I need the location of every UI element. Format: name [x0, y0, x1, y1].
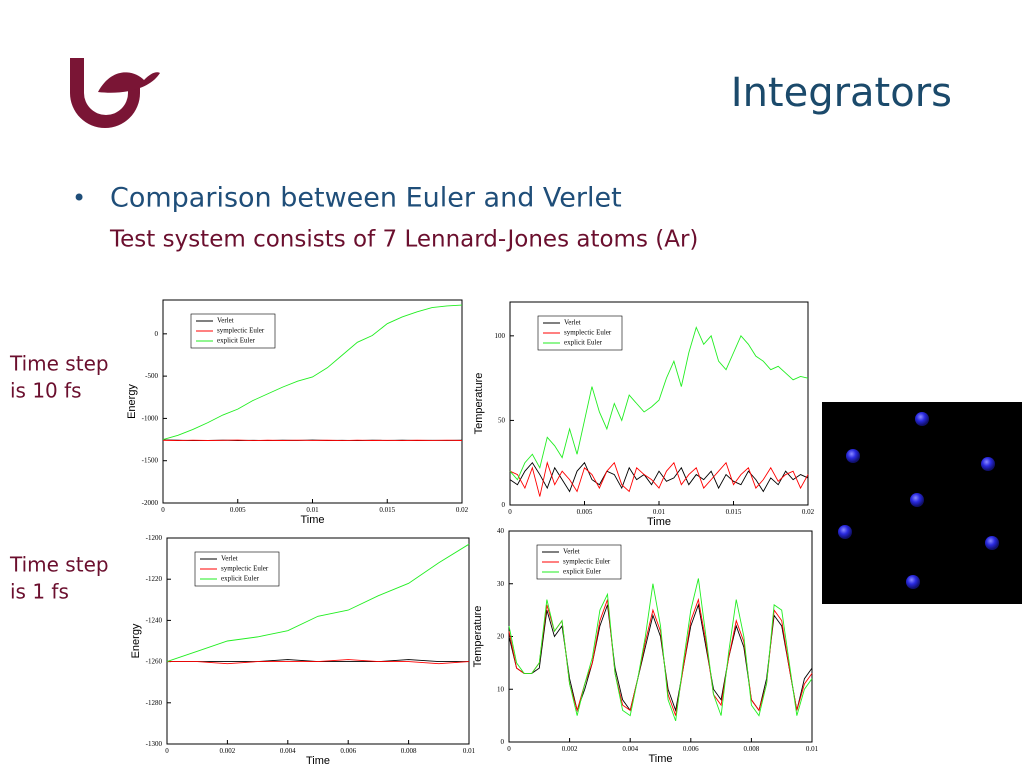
y-tick-label: 40: [497, 527, 505, 535]
x-tick-label: 0: [165, 747, 169, 755]
chart: 0 0.005 0.01 0.015 0.02 -2000 -1500 -1000 -500 0 T…: [126, 299, 469, 526]
legend-label: symplectic Euler: [564, 329, 612, 337]
x-axis-label: Time: [306, 755, 330, 767]
x-tick-label: 0: [507, 745, 511, 753]
y-tick-label: 0: [155, 330, 159, 338]
y-tick-label: 30: [497, 580, 505, 588]
y-axis-label: Energy: [126, 384, 138, 419]
atom: [838, 525, 852, 539]
y-tick-label: 50: [498, 416, 506, 424]
legend-label: Verlet: [563, 548, 580, 556]
legend-label: explicit Euler: [563, 568, 602, 576]
x-tick-label: 0.02: [802, 508, 815, 516]
atom: [846, 449, 860, 463]
x-axis-label: Time: [300, 514, 324, 526]
legend-label: Verlet: [564, 319, 581, 327]
y-tick-label: -1220: [146, 575, 163, 583]
series-line: [508, 578, 813, 722]
atom: [906, 575, 920, 589]
x-axis-label: Time: [647, 516, 671, 528]
x-tick-label: 0.008: [401, 747, 417, 755]
legend-label: symplectic Euler: [563, 558, 611, 566]
legend-label: Verlet: [221, 555, 238, 563]
y-tick-label: 20: [497, 633, 505, 641]
slide-title: Integrators: [731, 70, 952, 116]
chart: 0 0.005 0.01 0.015 0.02 0 50 100 Time Temperature…: [473, 301, 815, 528]
y-tick-label: -2000: [142, 499, 159, 507]
atom: [981, 457, 995, 471]
series-line: [509, 461, 809, 497]
row-label: is 10 fs: [10, 379, 82, 403]
x-tick-label: 0.006: [683, 745, 699, 753]
x-tick-label: 0.01: [806, 745, 819, 753]
x-axis-label: Time: [648, 753, 672, 765]
x-tick-label: 0: [508, 508, 512, 516]
x-tick-label: 0.004: [280, 747, 296, 755]
x-tick-label: 0.015: [726, 508, 742, 516]
y-tick-label: 100: [495, 332, 506, 340]
series-line: [508, 603, 813, 713]
x-tick-label: 0.02: [456, 506, 469, 514]
atom: [910, 493, 924, 507]
atom: [915, 412, 929, 426]
series-line: [162, 304, 463, 440]
y-tick-label: -500: [145, 372, 158, 380]
y-tick-label: 10: [497, 685, 505, 693]
x-tick-label: 0.005: [230, 506, 246, 514]
x-tick-label: 0.004: [622, 745, 638, 753]
y-tick-label: 0: [502, 501, 506, 509]
y-axis-label: Temperature: [473, 373, 485, 435]
x-tick-label: 0.01: [463, 747, 476, 755]
x-tick-label: 0.01: [306, 506, 319, 514]
series-line: [166, 543, 470, 663]
x-tick-label: 0.015: [379, 506, 395, 514]
bullet-dot: •: [72, 184, 86, 212]
y-tick-label: -1300: [146, 740, 163, 748]
series-line: [509, 326, 809, 481]
x-tick-label: 0.01: [653, 508, 666, 516]
row-label: Time step: [9, 352, 109, 376]
legend-label: explicit Euler: [217, 337, 256, 345]
y-tick-label: -1280: [146, 699, 163, 707]
series-line: [162, 439, 463, 442]
logo: [70, 58, 160, 128]
atoms-image: [822, 402, 1022, 604]
legend-label: Verlet: [217, 317, 234, 325]
x-tick-label: 0.002: [562, 745, 578, 753]
legend-label: symplectic Euler: [221, 565, 269, 573]
chart: 0 0.002 0.004 0.006 0.008 0.01 -1300 -1280 -1260…: [130, 534, 476, 767]
x-tick-label: 0.008: [744, 745, 760, 753]
logo-wave: [98, 72, 160, 93]
legend-label: symplectic Euler: [217, 327, 265, 335]
bullet: Comparison between Euler and Verlet: [110, 183, 622, 214]
atom: [985, 536, 999, 550]
y-tick-label: -1240: [146, 616, 163, 624]
row-label: is 1 fs: [10, 580, 69, 604]
sub-bullet: Test system consists of 7 Lennard-Jones …: [109, 227, 698, 253]
logo-u: [70, 58, 140, 128]
y-axis-label: Energy: [130, 623, 142, 658]
x-tick-label: 0.005: [577, 508, 593, 516]
legend-label: explicit Euler: [564, 339, 603, 347]
x-tick-label: 0: [161, 506, 165, 514]
y-axis-label: Temperature: [472, 606, 484, 668]
y-tick-label: 0: [501, 738, 505, 746]
series-line: [167, 659, 470, 665]
y-tick-label: -1260: [146, 658, 163, 666]
chart: 0 0.002 0.004 0.006 0.008 0.01 0 10 20 30 40 Time Te…: [472, 527, 819, 765]
x-tick-label: 0.006: [340, 747, 356, 755]
legend-label: explicit Euler: [221, 575, 260, 583]
y-tick-label: -1500: [142, 457, 159, 465]
y-tick-label: -1200: [146, 534, 163, 542]
x-tick-label: 0.002: [220, 747, 236, 755]
y-tick-label: -1000: [142, 414, 159, 422]
legend-box: [537, 315, 623, 351]
row-label: Time step: [9, 553, 109, 577]
